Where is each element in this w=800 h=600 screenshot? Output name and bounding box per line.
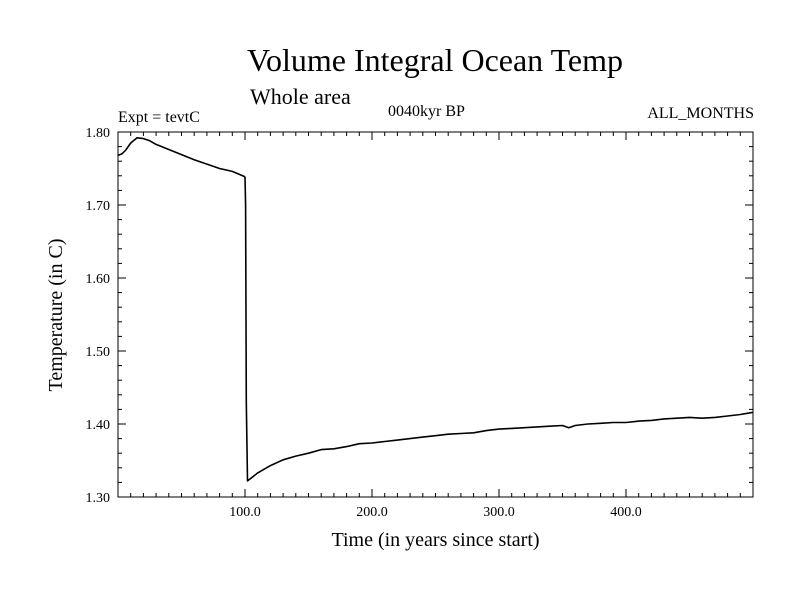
x-tick-label: 400.0 (610, 505, 642, 520)
chart-subtitle: Whole area (250, 84, 351, 109)
x-axis-label: Time (in years since start) (331, 529, 540, 551)
y-tick-label: 1.40 (86, 418, 111, 433)
temperature-series-line (117, 137, 754, 482)
x-tick-label: 300.0 (483, 505, 515, 520)
chart-title: Volume Integral Ocean Temp (246, 42, 623, 78)
experiment-annotation: Expt = tevtC (118, 109, 200, 126)
y-tick-label: 1.30 (86, 491, 111, 506)
plot-frame (117, 131, 754, 498)
months-annotation: ALL_MONTHS (647, 105, 754, 122)
x-tick-label: 100.0 (229, 505, 261, 520)
y-tick-label: 1.50 (86, 345, 111, 360)
period-annotation: 0040kyr BP (388, 103, 465, 120)
y-tick-label: 1.60 (86, 272, 111, 287)
axis-tick-labels: 100.0 200.0 300.0 400.0 1.30 1.40 1.50 1.60 1.70… (86, 126, 642, 520)
y-axis-label: Temperature (in C) (45, 238, 67, 392)
axis-ticks (118, 132, 753, 497)
x-tick-label: 200.0 (356, 505, 388, 520)
y-tick-label: 1.70 (86, 199, 111, 214)
y-tick-label: 1.80 (86, 126, 111, 141)
